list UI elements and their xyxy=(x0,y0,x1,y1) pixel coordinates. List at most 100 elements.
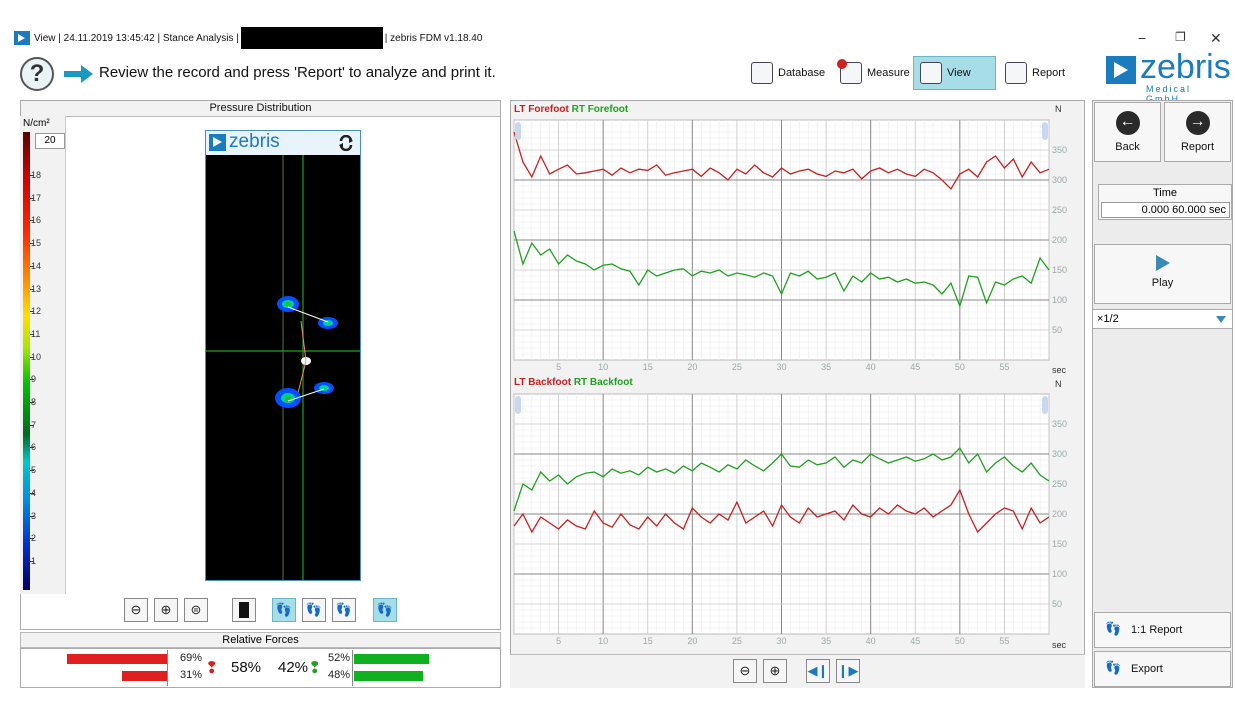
chart-zoom-out-button[interactable]: ⊖ xyxy=(733,659,757,683)
backfoot-unit: N xyxy=(1055,379,1062,389)
pressure-color-bar xyxy=(23,132,30,590)
scale-tick: 10 xyxy=(29,351,42,362)
title-left: View | 24.11.2019 13:45:42 | Stance Anal… xyxy=(34,32,239,44)
nav-measure-label: Measure xyxy=(867,67,910,79)
zebris-logo-mark xyxy=(1106,56,1136,84)
forefoot-xunit: sec xyxy=(1052,365,1067,375)
x-tick-label: 40 xyxy=(866,362,876,372)
left-backfoot-percent: 31% xyxy=(180,669,203,681)
x-tick-label: 20 xyxy=(687,636,697,646)
one-to-one-report-label: 1:1 Report xyxy=(1131,624,1183,636)
report-button[interactable]: → Report xyxy=(1164,102,1231,162)
close-button[interactable]: ✕ xyxy=(1210,30,1222,46)
left-forefoot-percent: 69% xyxy=(180,652,203,664)
y-tick-label: 200 xyxy=(1052,235,1067,245)
help-button[interactable]: ? xyxy=(20,57,54,91)
minimize-button[interactable]: − xyxy=(1138,30,1147,46)
range-handle-right[interactable] xyxy=(1042,122,1048,140)
y-tick-label: 100 xyxy=(1052,569,1067,579)
x-tick-label: 15 xyxy=(643,362,653,372)
one-to-one-report-button[interactable]: 👣 1:1 Report xyxy=(1094,612,1231,648)
nav-database-label: Database xyxy=(778,67,826,79)
foot-outline-button[interactable]: 👣 xyxy=(373,598,397,622)
right-forefoot-bar xyxy=(354,654,429,664)
x-tick-label: 20 xyxy=(687,362,697,372)
step-forward-button[interactable]: ❙▶ xyxy=(836,659,860,683)
export-button[interactable]: 👣 Export xyxy=(1094,651,1231,687)
zebris-logo: zebris Medical GmbH xyxy=(1106,48,1231,104)
scale-tick: 4 xyxy=(29,487,37,498)
nav-report-button[interactable]: Report xyxy=(999,56,1071,90)
x-tick-label: 45 xyxy=(910,362,920,372)
foot-view-2-button[interactable]: 👣 xyxy=(302,598,326,622)
x-tick-label: 30 xyxy=(776,636,786,646)
y-tick-label: 300 xyxy=(1052,175,1067,185)
zoom-in-button[interactable]: ⊕ xyxy=(154,598,178,622)
scale-tick: 12 xyxy=(29,306,42,317)
x-tick-label: 5 xyxy=(556,362,561,372)
scale-tick: 17 xyxy=(29,192,42,203)
zoom-reset-button[interactable]: ⊜ xyxy=(184,598,208,622)
foot-view-3-button[interactable]: 👣 xyxy=(332,598,356,622)
app-icon xyxy=(14,31,30,45)
title-bar: View | 24.11.2019 13:45:42 | Stance Anal… xyxy=(14,27,914,49)
y-tick-label: 50 xyxy=(1052,325,1062,335)
right-backfoot-percent: 48% xyxy=(328,669,351,681)
plate-view-button[interactable] xyxy=(232,598,256,622)
legend-rt-backfoot: RT Backfoot xyxy=(573,377,633,388)
x-tick-label: 25 xyxy=(732,362,742,372)
x-tick-label: 5 xyxy=(556,636,561,646)
foot-view-1-button[interactable]: 👣 xyxy=(272,598,296,622)
restore-button[interactable]: ❐ xyxy=(1175,30,1186,44)
y-tick-label: 350 xyxy=(1052,419,1067,429)
series-line xyxy=(513,230,1050,308)
pressure-max-input[interactable]: 20 xyxy=(35,133,65,149)
right-total-percent: 42% xyxy=(278,659,309,676)
scale-tick: 11 xyxy=(29,328,41,339)
x-tick-label: 45 xyxy=(910,636,920,646)
export-icon: 👣 xyxy=(1105,660,1122,675)
right-backfoot-bar xyxy=(354,671,424,681)
range-handle-left[interactable] xyxy=(515,396,521,414)
chart-zoom-in-button[interactable]: ⊕ xyxy=(763,659,787,683)
zebris-logo-word: zebris xyxy=(1140,48,1231,86)
speed-value: ×1/2 xyxy=(1097,313,1119,325)
back-button[interactable]: ← Back xyxy=(1094,102,1161,162)
nav-database-button[interactable]: Database xyxy=(745,56,831,90)
nav-measure-button[interactable]: Measure xyxy=(834,56,916,90)
range-handle-right[interactable] xyxy=(1042,396,1048,414)
step-back-button[interactable]: ◀❙ xyxy=(806,659,830,683)
x-tick-label: 35 xyxy=(821,636,831,646)
play-button[interactable]: Play xyxy=(1094,244,1231,304)
scale-tick: 3 xyxy=(29,510,37,521)
range-handle-left[interactable] xyxy=(515,122,521,140)
nav-view-button[interactable]: View xyxy=(913,56,996,90)
scale-tick: 1 xyxy=(29,555,37,566)
forefoot-chart[interactable]: 5 10 15 20 25 30 35 40 45 50 55 50 100 150 200 250 300 35… xyxy=(510,116,1085,376)
back-label: Back xyxy=(1115,141,1140,153)
cop-trace-upper xyxy=(300,320,307,362)
backfoot-chart[interactable]: 5 10 15 20 25 30 35 40 45 50 55 50 100 150 200 250 300 35… xyxy=(510,390,1085,652)
relative-forces-title: Relative Forces xyxy=(20,632,501,648)
scale-tick: 18 xyxy=(29,170,42,180)
left-backfoot-bar xyxy=(122,671,167,681)
pressure-panel-title: Pressure Distribution xyxy=(21,101,500,117)
series-line xyxy=(513,446,1050,512)
speed-select[interactable]: ×1/2 xyxy=(1092,309,1233,329)
one-to-one-report-icon: 👣 xyxy=(1105,621,1122,636)
pressure-unit: N/cm² xyxy=(23,118,50,129)
arrow-left-icon: ← xyxy=(1115,111,1140,135)
y-tick-label: 150 xyxy=(1052,539,1067,549)
time-box: Time 0.000 60.000 sec xyxy=(1098,184,1232,220)
rotate-icon[interactable] xyxy=(338,135,354,151)
zoom-out-button[interactable]: ⊖ xyxy=(124,598,148,622)
time-value[interactable]: 0.000 60.000 sec xyxy=(1101,202,1230,218)
view-icon xyxy=(920,62,942,84)
legend-lt-forefoot: LT Forefoot xyxy=(514,104,569,115)
y-tick-label: 50 xyxy=(1052,599,1062,609)
x-tick-label: 55 xyxy=(999,362,1009,372)
time-label: Time xyxy=(1152,187,1178,199)
x-tick-label: 35 xyxy=(821,362,831,372)
y-tick-label: 100 xyxy=(1052,295,1067,305)
legend-rt-forefoot: RT Forefoot xyxy=(571,104,629,115)
